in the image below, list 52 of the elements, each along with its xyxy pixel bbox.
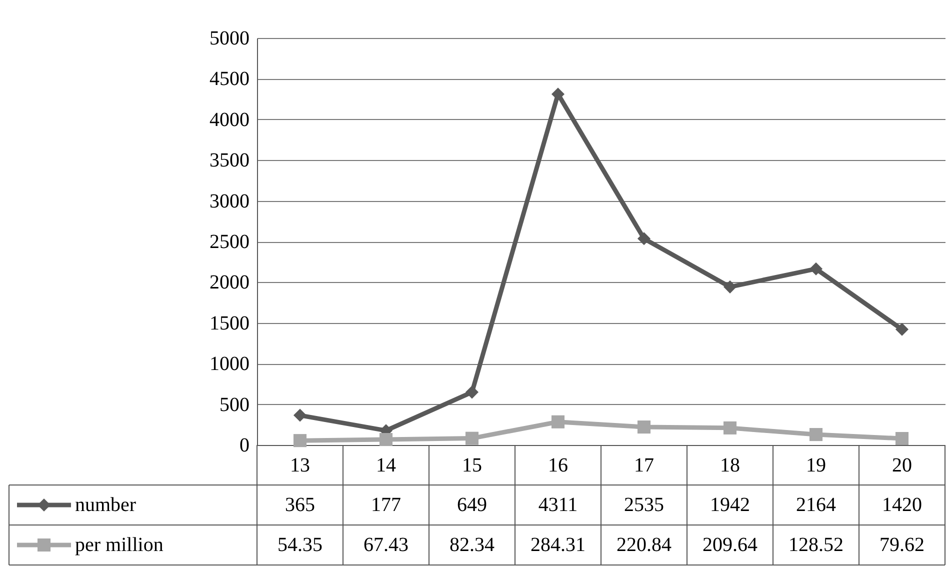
y-tick-label: 3000 (210, 190, 250, 212)
y-tick-label: 2000 (210, 272, 250, 294)
y-tick-label: 500 (220, 394, 250, 416)
point (465, 386, 479, 399)
point (723, 280, 737, 294)
point (895, 322, 909, 336)
y-tick-label: 0 (240, 434, 250, 456)
y-tick-label: 1500 (210, 312, 250, 334)
x-tick-label: 14 (376, 454, 396, 476)
x-tick-label: 18 (720, 454, 740, 476)
legend-label: per million (75, 534, 164, 556)
y-tick-label: 2500 (210, 231, 250, 253)
point (379, 432, 393, 446)
point (551, 88, 565, 101)
x-tick-label: 17 (634, 454, 654, 476)
point (895, 432, 909, 446)
point (293, 434, 307, 448)
point (465, 432, 479, 445)
y-tick-label: 1000 (210, 353, 250, 376)
data-label: 1420 (882, 494, 922, 516)
y-tick-label: 3500 (210, 150, 250, 172)
point (723, 421, 737, 434)
data-label: 1942 (710, 494, 750, 516)
point (637, 420, 651, 434)
data-label: 54.35 (278, 534, 322, 556)
data-label: 67.43 (364, 534, 408, 556)
point (551, 415, 565, 428)
point (637, 232, 651, 246)
y-tick-label: 5000 (210, 28, 250, 50)
y-tick-label: 4000 (210, 108, 250, 131)
data-label: 2535 (624, 494, 664, 516)
y-tick-label: 4500 (210, 68, 250, 90)
data-label: 128.52 (788, 534, 844, 556)
data-label: 2164 (796, 494, 836, 516)
x-tick-label: 15 (462, 454, 482, 476)
data-label: 4311 (538, 494, 578, 516)
point (293, 408, 307, 422)
data-label: 209.64 (702, 534, 758, 556)
x-tick-label: 20 (892, 454, 912, 476)
data-label: 177 (371, 494, 401, 516)
data-label: 79.62 (880, 534, 924, 556)
x-tick-label: 13 (290, 454, 310, 476)
x-tick-label: 19 (806, 454, 826, 476)
data-label: 82.34 (450, 534, 494, 556)
point (809, 262, 823, 276)
data-label: 284.31 (530, 534, 586, 556)
data-label: 649 (457, 494, 487, 516)
data-label: 365 (285, 494, 315, 516)
x-tick-label: 16 (548, 454, 568, 476)
point (809, 428, 823, 442)
legend-label: number (75, 494, 136, 516)
data-label: 220.84 (616, 534, 672, 556)
